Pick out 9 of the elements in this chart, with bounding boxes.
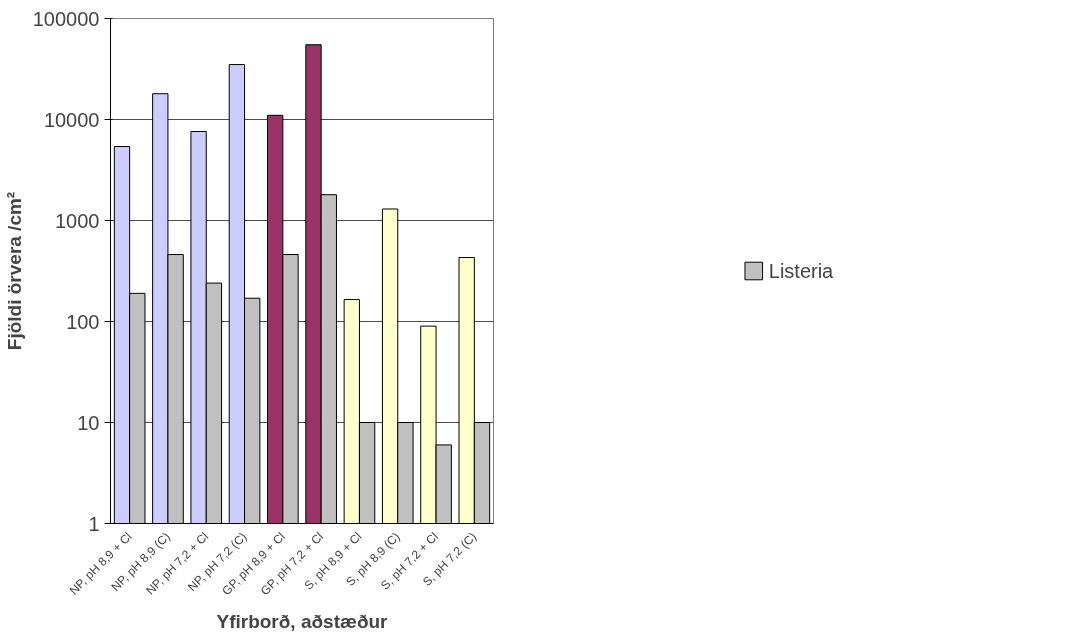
x-axis-title: Yfirborð, aðstæður <box>216 610 389 632</box>
y-tick-label: 10000 <box>43 108 100 131</box>
y-tick-label: 100 <box>66 310 100 333</box>
y-axis-title: Fjöldi örvera /cm² <box>3 191 25 351</box>
y-tick-label: 1 <box>88 512 100 535</box>
y-tick-label: 10 <box>77 411 100 434</box>
y-tick-label: 1000 <box>55 209 100 232</box>
legend-label: Listeria <box>768 259 834 282</box>
y-tick-label: 100000 <box>32 7 100 30</box>
